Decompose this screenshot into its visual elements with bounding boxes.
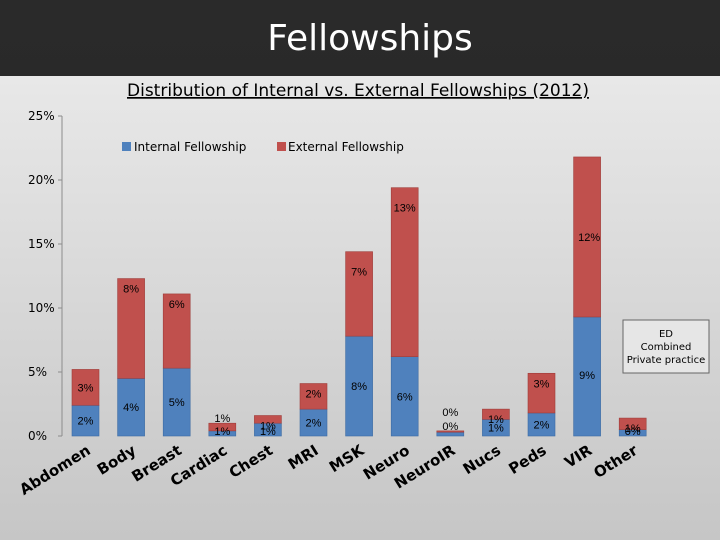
y-tick-label: 20% xyxy=(28,173,55,187)
bar-internal-msk xyxy=(345,335,373,437)
bar-external-other xyxy=(618,417,647,430)
y-tick-label: 10% xyxy=(28,301,55,315)
bar-internal-breast xyxy=(162,367,191,437)
bar-external-breast xyxy=(162,293,191,369)
legend-swatch-internal xyxy=(122,142,131,151)
data-label-external: 12% xyxy=(578,232,600,244)
y-tick-label: 15% xyxy=(28,237,55,251)
bar-internal-mri xyxy=(299,408,328,437)
y-tick-label: 5% xyxy=(28,365,47,379)
data-label-external: 3% xyxy=(534,378,550,390)
slide-title: Fellowships xyxy=(267,18,473,59)
data-label-internal: 0% xyxy=(625,426,641,438)
annotation-border xyxy=(622,319,710,374)
y-tick-label: 0% xyxy=(28,429,47,443)
data-label-internal: 8% xyxy=(351,381,367,393)
bar-external-body xyxy=(117,278,145,379)
data-label-internal: 1% xyxy=(260,426,276,438)
bar-external-abdomen xyxy=(71,369,100,406)
data-label-internal: 0% xyxy=(442,407,458,419)
legend: Internal Fellowship External Fellowship xyxy=(122,140,404,154)
data-label-external: 8% xyxy=(123,284,139,296)
bar-external-peds xyxy=(527,372,556,414)
bar-external-cardiac xyxy=(208,422,237,432)
y-tick-label: 25% xyxy=(28,109,55,123)
y-axis-ticks: 0% 5% 10% 15% 20% 25% xyxy=(28,109,62,443)
data-label-internal: 1% xyxy=(488,423,504,435)
data-label-internal: 5% xyxy=(169,397,185,409)
data-label-external: 7% xyxy=(351,267,367,279)
bar-external-chest xyxy=(254,415,282,424)
bar-internal-body xyxy=(117,378,145,437)
bar-internal-vir xyxy=(573,316,601,437)
data-label-external: 13% xyxy=(394,203,416,215)
data-label-internal: 6% xyxy=(397,391,413,403)
bar-internal-neuro xyxy=(390,356,419,437)
bar-external-vir xyxy=(573,156,601,318)
annotation-text: ED Combined Private practice xyxy=(627,329,705,366)
bar-external-mri xyxy=(299,383,328,410)
bar-internal-abdomen xyxy=(71,404,100,437)
data-label-internal: 4% xyxy=(123,402,139,414)
data-label-external: 2% xyxy=(306,389,322,401)
data-label-external: 1% xyxy=(214,413,230,425)
data-label-external: 1% xyxy=(625,423,641,435)
bar-external-neuroir xyxy=(436,430,465,433)
annotation-line: Combined xyxy=(641,342,692,353)
chart-title: Distribution of Internal vs. External Fe… xyxy=(127,81,589,101)
bar-external-neuro xyxy=(390,187,419,357)
data-label-external: 1% xyxy=(488,414,504,426)
bar-external-msk xyxy=(345,251,373,337)
bar-external-nucs xyxy=(482,408,510,420)
legend-label-external: External Fellowship xyxy=(288,140,404,154)
data-label-external: 0% xyxy=(442,421,458,433)
data-label-internal: 2% xyxy=(534,419,550,431)
data-label-external: 3% xyxy=(78,382,94,394)
data-labels: 2%3%4%8%5%6%1%1%1%1% 2%2%8%7%6%13%0%0% 1%1… xyxy=(78,203,641,438)
data-label-internal: 1% xyxy=(214,426,230,438)
data-label-external: 6% xyxy=(169,299,185,311)
data-label-internal: 2% xyxy=(306,418,322,430)
annotation-box: ED Combined Private practice xyxy=(622,319,710,374)
annotation-line: ED xyxy=(659,329,673,340)
legend-swatch-external xyxy=(277,142,286,151)
legend-label-internal: Internal Fellowship xyxy=(134,140,246,154)
annotation-line: Private practice xyxy=(627,355,705,366)
data-label-internal: 2% xyxy=(78,416,94,428)
data-label-external: 1% xyxy=(260,421,276,433)
bars xyxy=(71,156,647,437)
data-label-internal: 9% xyxy=(579,370,595,382)
